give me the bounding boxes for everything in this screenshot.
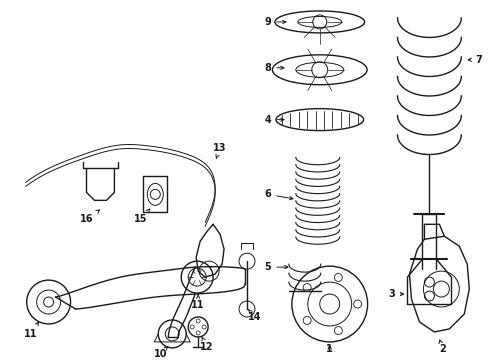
Text: 10: 10	[153, 346, 168, 359]
Text: 15: 15	[134, 209, 150, 224]
Text: 3: 3	[388, 289, 404, 299]
Text: 13: 13	[213, 143, 227, 158]
Text: 11: 11	[192, 294, 205, 310]
Text: 4: 4	[265, 114, 284, 125]
Text: 7: 7	[468, 55, 483, 65]
Text: 14: 14	[248, 309, 262, 322]
Text: 12: 12	[200, 337, 214, 352]
Text: 16: 16	[80, 210, 99, 224]
Text: 9: 9	[265, 17, 286, 27]
Text: 11: 11	[24, 322, 39, 339]
Text: 2: 2	[439, 340, 446, 354]
Text: 5: 5	[265, 262, 288, 272]
Text: 1: 1	[326, 344, 333, 354]
Text: 6: 6	[265, 189, 293, 200]
Text: 8: 8	[265, 63, 284, 73]
